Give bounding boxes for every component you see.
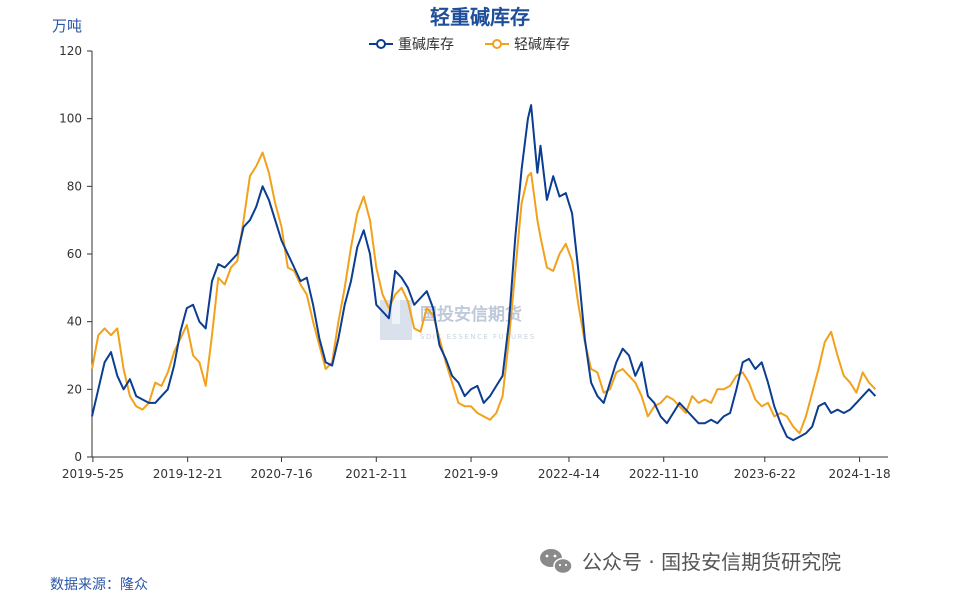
x-tick-label: 2021-2-11 [345, 467, 407, 481]
watermark-logo: 国投安信期货 SDIC ESSENCE FUTURES [380, 300, 536, 341]
legend-marker-heavy [376, 39, 386, 49]
light-inventory-line [91, 151, 877, 435]
legend-marker-light [492, 39, 502, 49]
y-tick-label: 80 [67, 179, 82, 193]
legend: 重碱库存 轻碱库存 [369, 37, 570, 53]
y-tick-label: 0 [74, 450, 82, 464]
y-tick-label: 40 [67, 315, 82, 329]
y-axis-ticks: 0 20 40 60 80 100 120 [59, 44, 92, 464]
chart-title: 轻重碱库存 [430, 5, 530, 29]
x-tick-label: 2019-12-21 [153, 467, 223, 481]
x-tick-label: 2021-9-9 [444, 467, 498, 481]
x-tick-label: 2019-5-25 [62, 467, 124, 481]
y-axis-unit: 万吨 [52, 17, 82, 35]
wechat-watermark-text: 公众号 · 国投安信期货研究院 [582, 550, 841, 574]
wechat-icon [540, 549, 573, 575]
series-lines [91, 104, 877, 442]
watermark-logo-mark-accent [392, 300, 400, 324]
legend-label-heavy: 重碱库存 [398, 37, 454, 53]
heavy-inventory-line [91, 104, 877, 442]
x-tick-label: 2024-1-18 [829, 467, 891, 481]
y-tick-label: 20 [67, 382, 82, 396]
legend-item-heavy: 重碱库存 [369, 37, 454, 53]
x-tick-label: 2022-11-10 [629, 467, 699, 481]
y-tick-label: 60 [67, 247, 82, 261]
y-tick-label: 100 [59, 112, 82, 126]
y-tick-label: 120 [59, 44, 82, 58]
watermark-logo-text: 国投安信期货 [420, 304, 522, 325]
legend-item-light: 轻碱库存 [485, 37, 570, 53]
legend-label-light: 轻碱库存 [514, 37, 570, 53]
watermark-logo-subtext: SDIC ESSENCE FUTURES [420, 333, 536, 341]
x-tick-label: 2022-4-14 [538, 467, 600, 481]
x-axis-ticks: 2019-5-25 2019-12-21 2020-7-16 2021-2-11 202… [62, 457, 891, 481]
x-tick-label: 2020-7-16 [250, 467, 312, 481]
wechat-watermark: 公众号 · 国投安信期货研究院 [540, 549, 841, 575]
x-tick-label: 2023-6-22 [734, 467, 796, 481]
data-source-note: 数据来源：隆众 [50, 577, 148, 593]
